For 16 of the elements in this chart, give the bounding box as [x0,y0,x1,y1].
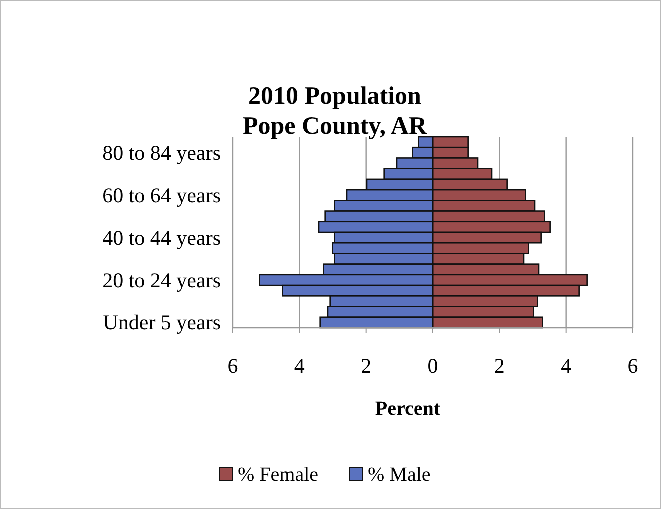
x-tick-label: 4 [561,354,572,378]
y-tick-label: 20 to 24 years [102,268,221,292]
legend-label: % Female [238,464,319,486]
legend-label: % Male [368,464,431,486]
x-tick-label: 2 [494,354,505,378]
x-tick-label: 4 [294,354,306,378]
y-tick-label: 40 to 44 years [102,226,221,250]
x-tick-label: 6 [628,354,638,378]
y-tick-label: Under 5 years [103,310,221,335]
x-tick-label: 6 [228,354,238,378]
y-tick-label: 80 to 84 years [102,140,221,165]
y-tick-label: 60 to 64 years [102,183,221,208]
x-tick-label: 0 [428,354,438,378]
chart-title: 2010 Population Pope County, AR [242,83,428,140]
x-tick-label: 2 [361,354,372,378]
x-axis-title: Percent [375,398,441,420]
